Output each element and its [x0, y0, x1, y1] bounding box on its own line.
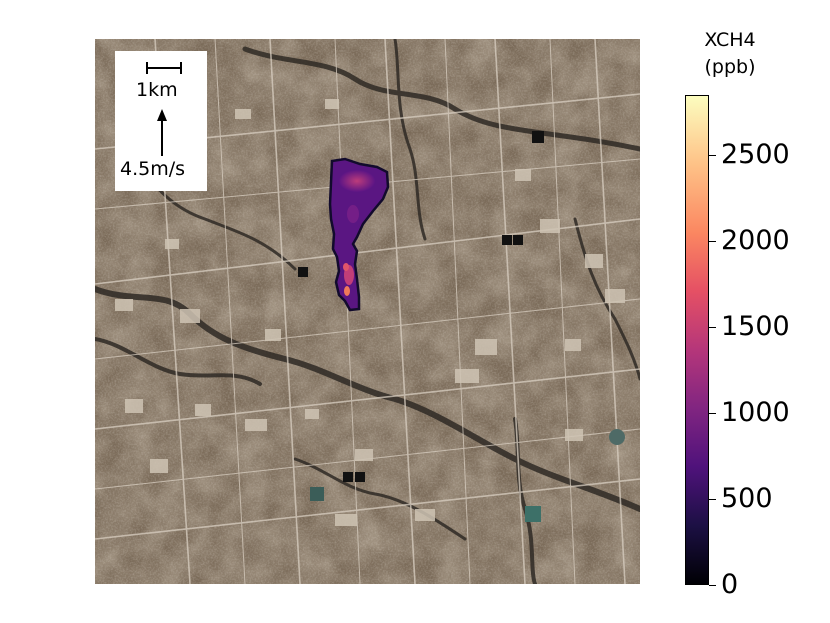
- colorbar-title: XCH4 (ppb): [690, 27, 770, 81]
- colorbar-tick-label: 0: [721, 569, 739, 600]
- colorbar-tick-label: 1000: [721, 397, 790, 429]
- colorbar-tick-label: 500: [721, 483, 773, 515]
- colorbar-tick-mark: [709, 326, 716, 328]
- colorbar-title-line2: (ppb): [704, 56, 756, 78]
- colorbar-gradient: [685, 95, 709, 585]
- wind-arrow-icon: [157, 109, 167, 156]
- road-network: [95, 39, 640, 584]
- colorbar-tick-label: 2500: [721, 139, 790, 171]
- scale-label: 1km: [136, 79, 178, 101]
- colorbar-tick-label: 2000: [721, 225, 790, 257]
- scale-bar: [146, 62, 182, 74]
- colorbar-tick-mark: [709, 412, 716, 414]
- colorbar-tick-mark: [709, 498, 716, 500]
- map-legend: 1km 4.5m/s: [115, 51, 207, 191]
- colorbar-tick-mark: [709, 154, 716, 156]
- wind-speed-label: 4.5m/s: [120, 158, 186, 180]
- ponds: [298, 131, 625, 522]
- methane-plume: [328, 157, 390, 312]
- well-pads: [115, 99, 625, 526]
- legend-graphics: [146, 62, 182, 156]
- colorbar-tick-mark: [709, 240, 716, 242]
- colorbar-tick-label: 1500: [721, 311, 790, 343]
- colorbar-tick-mark: [709, 584, 716, 586]
- colorbar-title-line1: XCH4: [704, 29, 756, 51]
